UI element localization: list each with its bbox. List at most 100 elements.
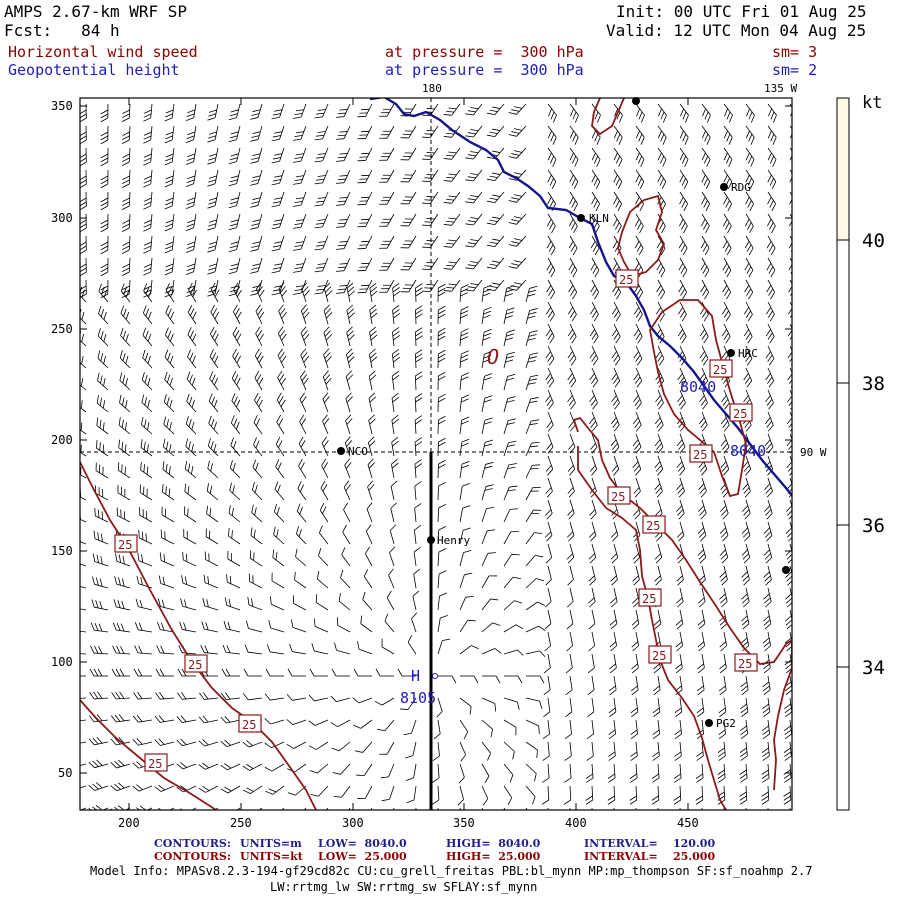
colorbar-tick-label: 38 <box>862 373 885 395</box>
valid-time: Valid: 12 UTC Mon 04 Aug 25 <box>606 21 867 40</box>
x-tick-label: 200 <box>118 816 140 830</box>
station-top-marker <box>632 97 640 105</box>
wind-contour-top <box>591 98 625 136</box>
lon-label-180: 180 <box>422 82 442 95</box>
colorbar-frame <box>836 97 850 811</box>
model-info: Model Info: MPASv8.2.3-194-gf29cd82c CU:… <box>90 864 813 878</box>
y-axis: 350 300 250 200 150 100 50 <box>51 99 792 780</box>
wind-contour-east <box>649 299 747 498</box>
svg-text:25: 25 <box>642 592 656 606</box>
svg-text:25: 25 <box>693 448 707 462</box>
wind-contour-label: 25 <box>648 645 672 664</box>
model-info-2: LW:rrtmg_lw SW:rrtmg_sw SFLAY:sf_mynn <box>270 880 538 894</box>
y-tick-label: 200 <box>51 433 73 447</box>
wind-contour-label: 25 <box>642 515 666 534</box>
y-tick-label: 100 <box>51 655 73 669</box>
field1-smoothing: sm= 3 <box>772 43 818 61</box>
footer-red-interval: INTERVAL= 25.000 <box>584 850 716 863</box>
y-tick-label: 300 <box>51 211 73 225</box>
wind-contour-label: 25 <box>638 588 662 607</box>
y-tick-label: 350 <box>51 99 73 113</box>
colorbar-unit: kt <box>862 93 882 113</box>
station-rdg: RDG <box>720 181 751 194</box>
x-axis: 200 250 300 350 400 450 <box>118 98 699 830</box>
height-contour-8040 <box>369 98 792 498</box>
svg-text:25: 25 <box>738 657 752 671</box>
wind-barbs-layer <box>80 103 792 810</box>
footer-red-low: LOW= 25.000 <box>318 850 407 863</box>
svg-text:Henry: Henry <box>437 534 470 547</box>
high-value: 8105 <box>400 689 436 707</box>
y-tick-label: 250 <box>51 322 73 336</box>
station-kln: KLN <box>577 212 609 225</box>
svg-text:HRC: HRC <box>738 347 758 360</box>
x-tick-label: 350 <box>453 816 475 830</box>
svg-text:25: 25 <box>619 273 633 287</box>
wind-contour-label: 25 <box>709 359 733 378</box>
lon-label-135w: 135 W <box>764 82 797 95</box>
init-time: Init: 00 UTC Fri 01 Aug 25 <box>616 2 867 21</box>
high-marker: H <box>411 667 420 685</box>
x-tick-label: 250 <box>230 816 252 830</box>
colorbar-tick-label: 34 <box>862 657 885 679</box>
wind-contour-label: 25 <box>238 714 262 733</box>
high-center-icon <box>432 673 438 679</box>
station-nco: NCO <box>337 445 368 458</box>
wind-contour-label: 25 <box>729 403 753 422</box>
wind-contour-sw-1 <box>80 461 317 810</box>
low-marker: O <box>487 345 499 369</box>
svg-text:25: 25 <box>188 658 202 672</box>
y-tick-label: 150 <box>51 544 73 558</box>
station-henry: Henry <box>427 534 470 547</box>
svg-text:25: 25 <box>242 718 256 732</box>
wind-contour-label: 25 <box>114 534 138 553</box>
svg-text:25: 25 <box>646 519 660 533</box>
colorbar-tick-label: 40 <box>862 230 885 252</box>
wind-contour-ne <box>617 194 665 278</box>
wind-contour-label: 25 <box>607 486 631 505</box>
wind-contour-label: 25 <box>689 444 713 463</box>
wind-contour-label: 25 <box>144 753 168 772</box>
height-label-2: 8040 <box>730 442 766 460</box>
svg-text:25: 25 <box>611 490 625 504</box>
footer-blue-low: LOW= 8040.0 <box>318 837 407 850</box>
model-title: AMPS 2.67-km WRF SP <box>4 2 188 21</box>
height-label-1: 8040 <box>680 378 716 396</box>
wind-contour-label: 25 <box>615 269 639 288</box>
field1-level: at pressure = 300 hPa <box>385 43 584 61</box>
wind-contour-label: 25 <box>734 653 758 672</box>
svg-text:25: 25 <box>118 538 132 552</box>
field2-name: Geopotential height <box>8 61 180 79</box>
colorbar-tick-label: 36 <box>862 515 885 537</box>
field2-level: at pressure = 300 hPa <box>385 61 584 79</box>
field1-name: Horizontal wind speed <box>8 43 198 61</box>
svg-text:25: 25 <box>148 757 162 771</box>
x-tick-label: 400 <box>565 816 587 830</box>
station-pg2: PG2 <box>705 717 736 730</box>
footer-red-high: HIGH= 25.000 <box>446 850 541 863</box>
colorbar-fill-high <box>837 98 849 240</box>
plot-frame <box>79 97 793 811</box>
svg-text:PG2: PG2 <box>716 717 736 730</box>
footer-blue-units: UNITS=m <box>240 837 302 850</box>
wind-contour-mid-2 <box>577 446 727 810</box>
station-hrc: HRC <box>727 347 758 360</box>
svg-text:25: 25 <box>733 407 747 421</box>
svg-text:RDG: RDG <box>731 181 751 194</box>
svg-text:25: 25 <box>713 363 727 377</box>
svg-text:KLN: KLN <box>589 212 609 225</box>
wind-contour-mid <box>572 416 792 791</box>
lon-label-90w: 90 W <box>800 446 827 459</box>
footer-blue-high: HIGH= 8040.0 <box>446 837 541 850</box>
svg-text:25: 25 <box>652 649 666 663</box>
footer-red-units: UNITS=kt <box>240 850 303 863</box>
svg-text:NCO: NCO <box>348 445 368 458</box>
field2-smoothing: sm= 2 <box>772 61 818 79</box>
x-tick-label: 300 <box>342 816 364 830</box>
footer-blue-label: CONTOURS: <box>154 837 231 850</box>
y-tick-label: 50 <box>58 766 72 780</box>
footer-red-label: CONTOURS: <box>154 850 231 863</box>
footer-blue-interval: INTERVAL= 120.00 <box>584 837 716 850</box>
x-tick-label: 450 <box>677 816 699 830</box>
